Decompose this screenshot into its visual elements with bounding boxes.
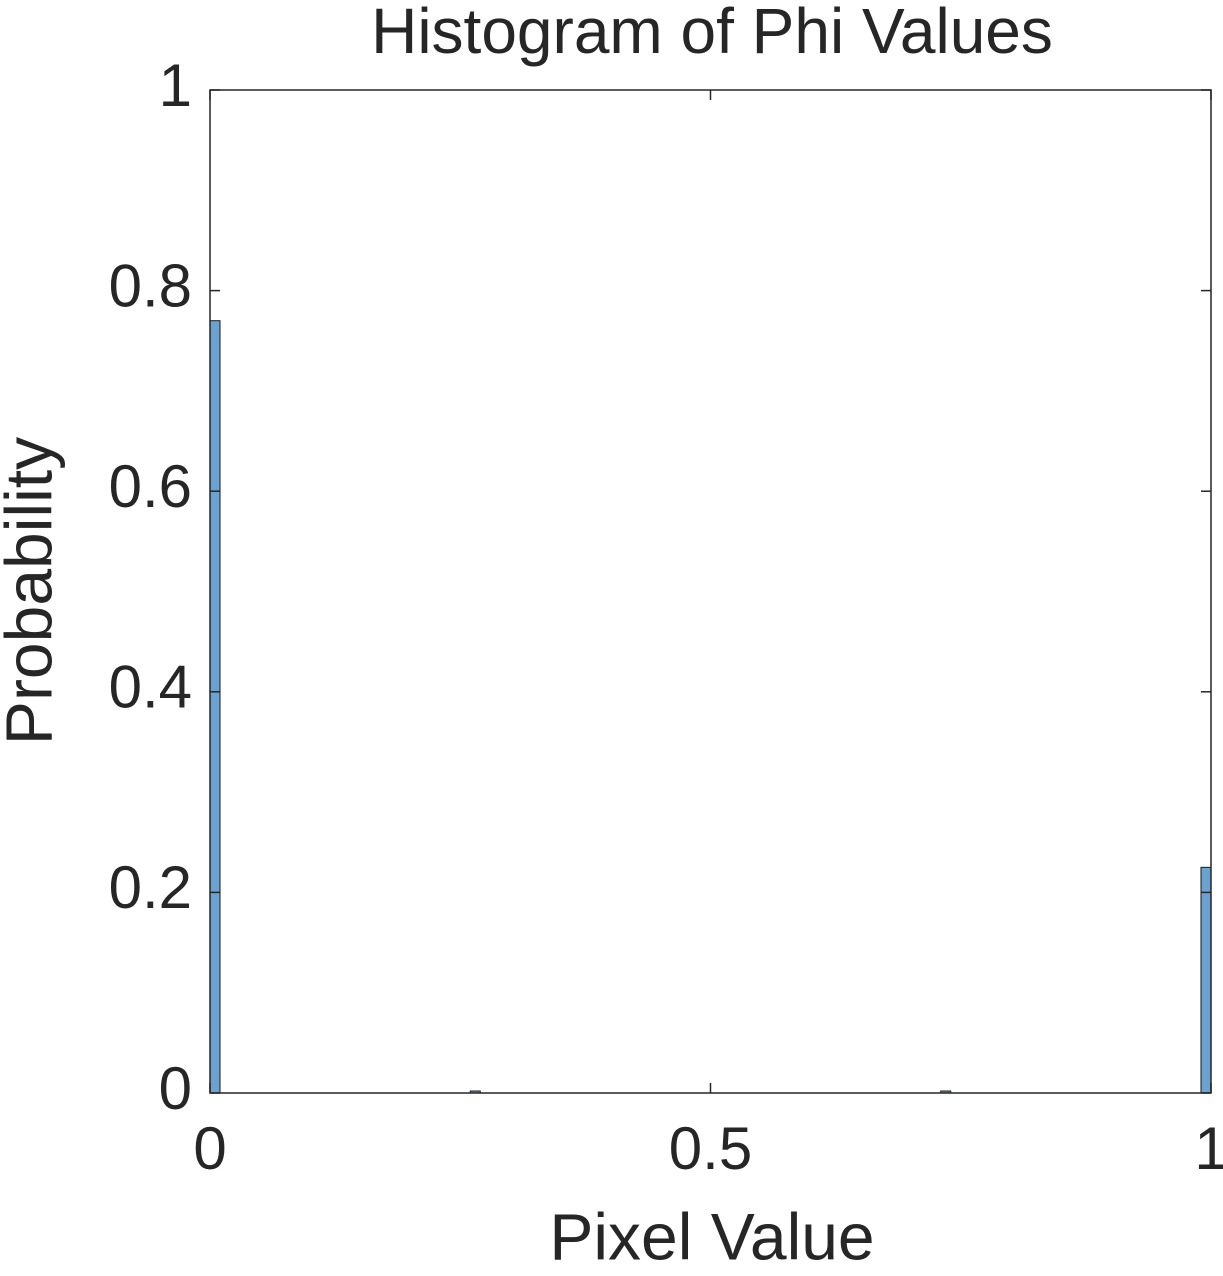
y-tick-label: 0.6 <box>109 453 192 520</box>
y-tick-label: 0.2 <box>109 854 192 921</box>
chart-title: Histogram of Phi Values <box>371 0 1053 67</box>
x-tick-label: 0.5 <box>669 1115 752 1182</box>
y-tick-label: 1 <box>159 52 192 119</box>
x-axis-label: Pixel Value <box>549 1199 874 1273</box>
bar <box>1200 866 1212 1094</box>
y-axis-label: Probability <box>0 437 65 745</box>
x-tick-label: 1 <box>1194 1115 1223 1182</box>
plot-frame <box>209 89 1212 1094</box>
y-tick-label: 0.4 <box>109 654 192 721</box>
y-tick-label: 0.8 <box>109 252 192 319</box>
x-tick-label: 0 <box>193 1115 226 1182</box>
bar <box>209 320 221 1094</box>
y-tick-label: 0 <box>159 1055 192 1122</box>
